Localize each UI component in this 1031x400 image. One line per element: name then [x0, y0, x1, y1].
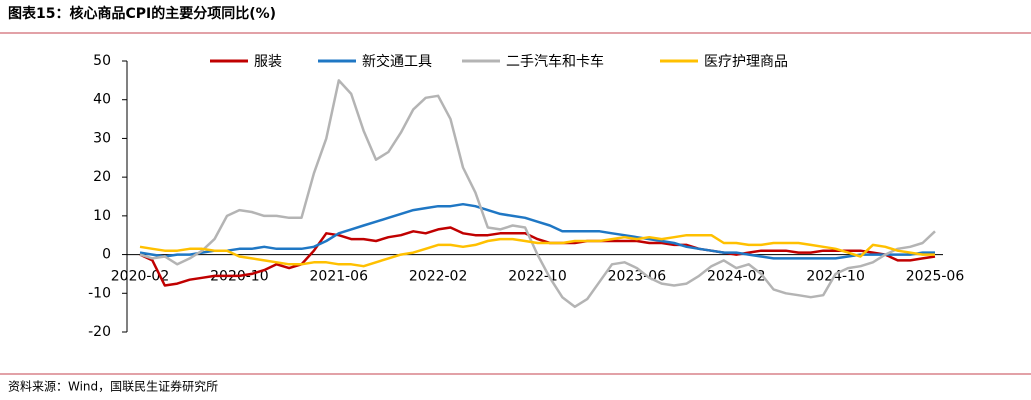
- series-line: [139, 233, 935, 268]
- y-tick-label: -10: [88, 285, 111, 301]
- legend-label: 新交通工具: [362, 53, 432, 70]
- series-line: [139, 226, 936, 287]
- y-tick-label: 10: [93, 208, 111, 224]
- legend-label: 服装: [254, 54, 282, 70]
- x-tick-label: 2023-06: [608, 269, 667, 285]
- source: 资料来源：Wind，国联民生证券研究所: [8, 379, 218, 394]
- x-tick-label: 2022-10: [508, 269, 567, 285]
- y-tick-label: 40: [93, 92, 111, 108]
- y-tick-label: 30: [93, 130, 111, 146]
- legend-label: 二手汽车和卡车: [506, 53, 604, 70]
- y-tick-label: 50: [93, 53, 111, 69]
- series-line: [139, 202, 935, 260]
- chart-title: 图表15：核心商品CPI的主要分项同比(%): [8, 5, 276, 22]
- x-tick-label: 2024-02: [707, 269, 766, 285]
- y-tick-label: 20: [93, 169, 111, 185]
- y-tick-label: -20: [88, 324, 111, 340]
- x-tick-label: 2022-02: [409, 269, 468, 285]
- x-tick-label: 2020-02: [111, 269, 170, 285]
- series-line: [139, 79, 936, 309]
- y-tick-label: 0: [102, 247, 111, 263]
- x-tick-label: 2024-10: [806, 269, 865, 285]
- x-tick-label: 2021-06: [310, 269, 369, 285]
- x-tick-label: 2025-06: [906, 269, 965, 285]
- legend-label: 医疗护理商品: [704, 54, 788, 70]
